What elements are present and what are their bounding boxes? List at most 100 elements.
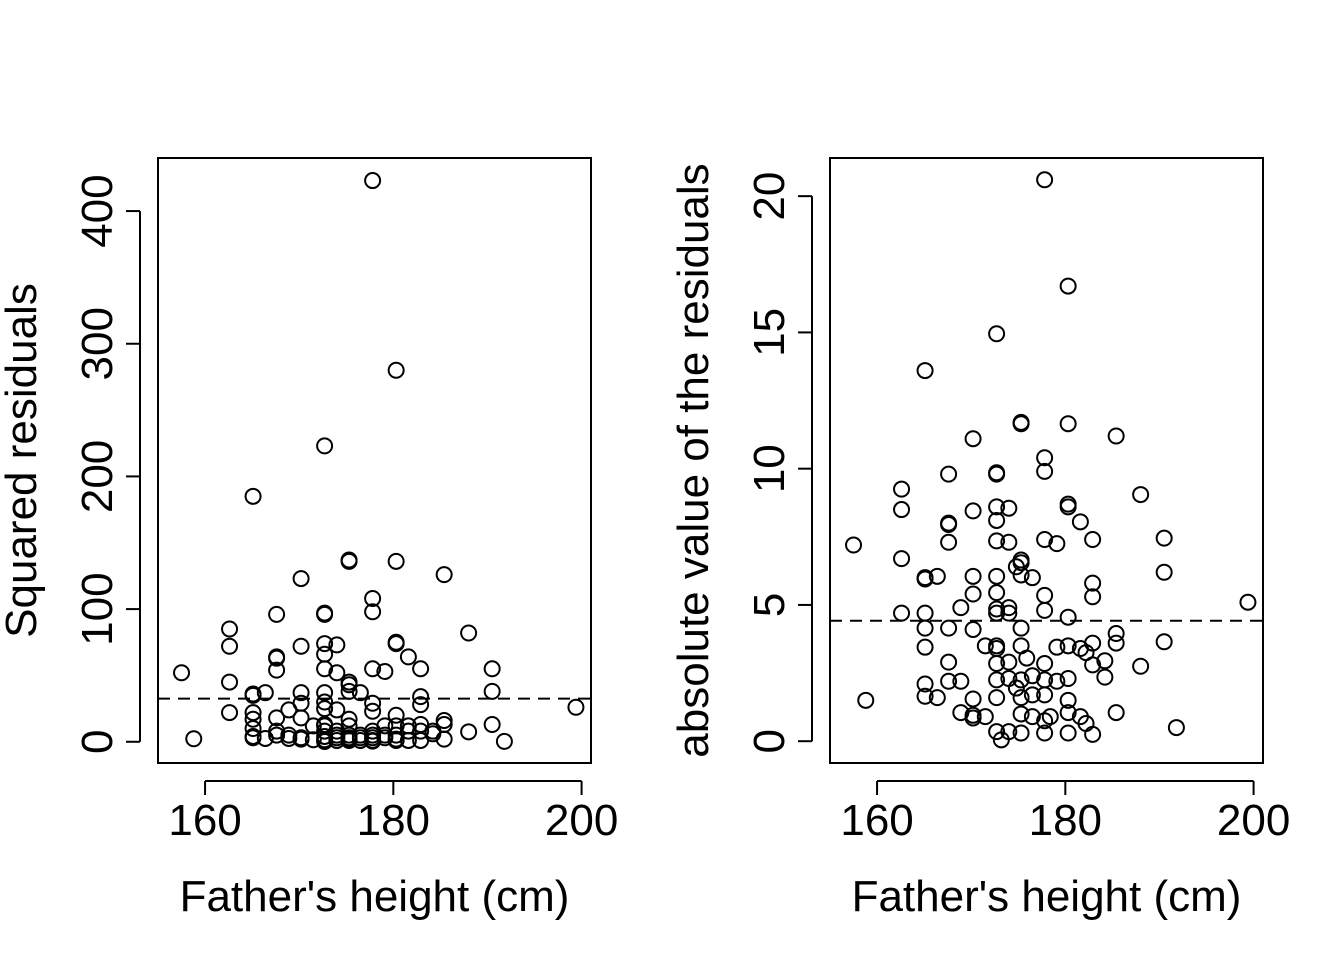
data-point <box>988 465 1006 483</box>
data-point <box>988 325 1006 343</box>
data-point <box>1036 449 1054 467</box>
plot-frame <box>157 157 592 764</box>
data-point <box>940 653 958 671</box>
data-point <box>1084 531 1102 549</box>
data-point <box>1012 724 1030 742</box>
data-point <box>244 710 262 728</box>
x-axis-label: Father's height (cm) <box>180 872 570 921</box>
data-point <box>1023 708 1041 726</box>
data-point <box>292 684 310 702</box>
data-point <box>1084 656 1102 674</box>
data-point <box>268 605 286 623</box>
data-point <box>495 732 513 750</box>
data-point <box>988 655 1006 673</box>
x-axis-label: Father's height (cm) <box>852 872 1242 921</box>
data-point <box>1012 619 1030 637</box>
data-point <box>1155 633 1173 651</box>
data-point <box>412 660 430 678</box>
data-point <box>893 550 911 568</box>
data-point <box>316 660 334 678</box>
data-point <box>1012 566 1030 584</box>
data-point <box>221 637 239 655</box>
y-axis: 0 5 10 15 20 <box>745 172 813 753</box>
y-tick-label: 15 <box>745 308 794 357</box>
data-point <box>460 624 478 642</box>
data-point <box>893 480 911 498</box>
data-point <box>940 516 958 534</box>
y-tick-label: 100 <box>73 572 122 645</box>
data-point <box>928 567 946 585</box>
data-point <box>376 717 394 735</box>
data-point <box>1107 634 1125 652</box>
y-axis-label: absolute value of the residuals <box>669 163 718 757</box>
data-point <box>221 704 239 722</box>
data-point <box>412 688 430 706</box>
x-axis: 160 180 200 <box>840 780 1290 845</box>
data-point <box>1096 668 1114 686</box>
x-axis: 160 180 200 <box>168 780 618 845</box>
data-point <box>1239 593 1257 611</box>
data-point <box>988 600 1006 618</box>
data-point <box>1167 719 1185 737</box>
data-point <box>244 487 262 505</box>
data-point <box>340 682 358 700</box>
data-point <box>916 675 934 693</box>
data-point <box>857 691 875 709</box>
data-point <box>268 661 286 679</box>
panel-absolute-residuals: Father's height (cm) absolute value of t… <box>669 157 1290 921</box>
data-point <box>221 620 239 638</box>
y-tick-label: 20 <box>745 172 794 221</box>
data-point <box>292 730 310 748</box>
data-point <box>387 635 405 653</box>
x-tick-label: 160 <box>168 796 241 845</box>
data-point <box>376 662 394 680</box>
data-point <box>1000 604 1018 622</box>
y-axis: 0 100 200 300 400 <box>73 174 141 754</box>
data-point <box>1155 529 1173 547</box>
data-point <box>1048 535 1066 553</box>
data-point <box>1059 670 1077 688</box>
data-point <box>964 567 982 585</box>
data-point <box>1132 657 1150 675</box>
data-point <box>567 698 585 716</box>
data-point <box>1107 625 1125 643</box>
data-point <box>316 437 334 455</box>
data-point <box>351 684 369 702</box>
data-point <box>1023 686 1041 704</box>
data-point <box>916 687 934 705</box>
panel-squared-residuals: Father's height (cm) Squared residuals 1… <box>0 157 618 921</box>
data-point <box>1007 679 1025 697</box>
data-point <box>316 635 334 653</box>
data-point <box>292 570 310 588</box>
data-point <box>964 430 982 448</box>
data-point <box>893 501 911 519</box>
data-point <box>964 709 982 727</box>
data-point <box>1041 708 1059 726</box>
data-point <box>1059 691 1077 709</box>
data-point <box>1012 671 1030 689</box>
data-point <box>1012 705 1030 723</box>
data-point <box>916 570 934 588</box>
data-point <box>1036 171 1054 189</box>
data-point <box>1000 653 1018 671</box>
data-point <box>221 673 239 691</box>
data-point <box>988 723 1006 741</box>
data-point <box>173 664 191 682</box>
data-point <box>364 702 382 720</box>
data-point <box>1036 724 1054 742</box>
y-tick-label: 400 <box>73 174 122 247</box>
data-point <box>399 648 417 666</box>
data-point <box>1012 689 1030 707</box>
data-point <box>364 694 382 712</box>
data-point <box>244 720 262 738</box>
data-point <box>1018 649 1036 667</box>
data-point <box>1000 599 1018 617</box>
data-point <box>364 660 382 678</box>
data-point <box>952 672 970 690</box>
data-point <box>1084 588 1102 606</box>
data-point <box>387 552 405 570</box>
data-point <box>328 701 346 719</box>
y-tick-label: 0 <box>745 729 794 753</box>
data-point <box>1048 638 1066 656</box>
